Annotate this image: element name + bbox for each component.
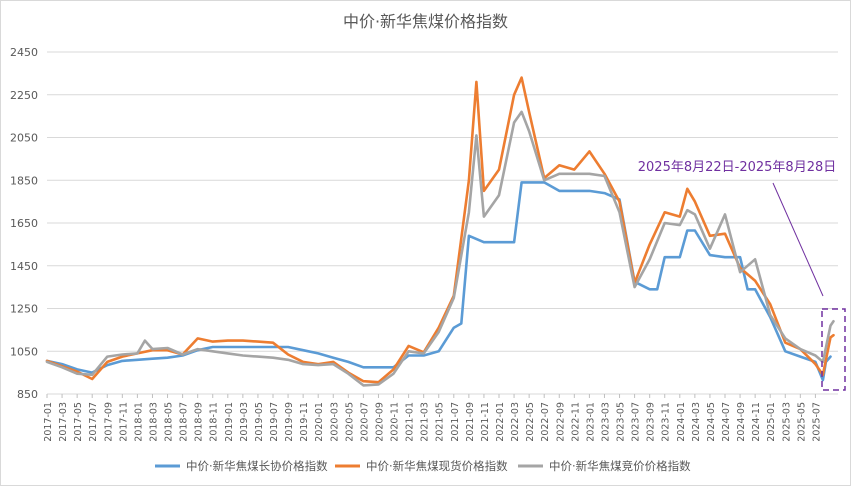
x-tick-label: 2019-07 [269,402,280,442]
chart-title: 中价·新华焦煤价格指数 [343,12,508,31]
x-tick-label: 2018-11 [209,402,220,442]
x-tick-label: 2021-09 [465,402,476,442]
x-tick-label: 2023-03 [600,402,611,442]
y-tick-label: 1650 [10,217,38,230]
x-tick-label: 2018-07 [179,402,190,442]
annotation-pointer [772,182,824,297]
legend-label: 中价·新华焦煤现货价格指数 [366,459,508,473]
x-tick-label: 2019-11 [299,402,310,442]
x-tick-label: 2017-05 [73,402,84,442]
x-tick-label: 2022-03 [510,402,521,442]
x-tick-label: 2017-11 [118,402,129,442]
x-tick-label: 2024-07 [721,402,732,442]
y-tick-label: 1450 [10,260,38,273]
x-tick-label: 2019-05 [254,402,265,442]
x-tick-label: 2017-03 [58,402,69,442]
y-tick-label: 2450 [10,46,38,59]
x-tick-label: 2024-11 [751,402,762,442]
x-tick-label: 2025-07 [811,402,822,442]
highlight-box [821,308,846,391]
x-tick-label: 2021-11 [480,402,491,442]
x-tick-label: 2020-09 [374,402,385,442]
x-tick-label: 2023-01 [585,402,596,442]
x-tick-label: 2022-07 [540,402,551,442]
x-tick-label: 2018-03 [148,402,159,442]
y-axis: 850 1050 1250 1450 1650 1850 2050 2250 2450 [10,46,38,401]
x-tick-label: 2020-01 [314,402,325,442]
x-tick-label: 2017-07 [88,402,99,442]
y-tick-label: 2250 [10,89,38,102]
y-tick-label: 1250 [10,303,38,316]
series-line-2 [45,76,835,384]
x-tick-label: 2023-09 [646,402,657,442]
x-tick-label: 2018-01 [133,402,144,442]
x-tick-label: 2025-03 [781,402,792,442]
annotation-group: 2025年8月22日-2025年8月28日 [638,160,846,391]
y-tick-label: 1850 [10,174,38,187]
x-tick-label: 2022-11 [570,402,581,442]
x-tick-label: 2020-03 [329,402,340,442]
x-tick-label: 2019-09 [284,402,295,442]
gridlines [47,51,838,395]
x-tick-label: 2019-03 [239,402,250,442]
y-tick-label: 2050 [10,132,38,145]
x-tick-label: 2024-01 [676,402,687,442]
x-tick-label: 2017-09 [103,402,114,442]
x-tick-label: 2018-05 [164,402,175,442]
legend-label: 中价·新华焦煤竞价价格指数 [549,459,691,473]
x-tick-label: 2024-09 [736,402,747,442]
x-tick-label: 2025-01 [766,402,777,442]
x-tick-label: 2022-09 [555,402,566,442]
legend-label: 中价·新华焦煤长协价格指数 [186,459,328,473]
series-lines [45,76,835,387]
legend: 中价·新华焦煤长协价格指数 中价·新华焦煤现货价格指数 中价·新华焦煤竞价价格指数 [155,459,691,473]
x-tick-label: 2025-05 [796,402,807,442]
x-tick-label: 2022-05 [525,402,536,442]
x-tick-label: 2019-01 [224,402,235,442]
x-tick-label: 2022-01 [495,402,506,442]
date-range-annotation: 2025年8月22日-2025年8月28日 [638,160,837,175]
x-tick-label: 2024-05 [706,402,717,442]
x-axis: 2017-01 2017-03 2017-05 2017-07 2017-09 2017-… [43,394,822,442]
x-tick-label: 2024-03 [691,402,702,442]
x-tick-label: 2023-11 [661,402,672,442]
y-tick-label: 850 [17,388,38,401]
x-tick-label: 2021-07 [450,402,461,442]
y-tick-label: 1050 [10,345,38,358]
x-tick-label: 2018-09 [194,402,205,442]
x-tick-label: 2020-07 [359,402,370,442]
x-tick-label: 2020-05 [344,402,355,442]
x-tick-label: 2020-11 [390,402,401,442]
x-tick-label: 2023-05 [616,402,627,442]
x-tick-label: 2017-01 [43,402,54,442]
series-line-3 [45,110,835,387]
x-tick-label: 2021-01 [405,402,416,442]
x-tick-label: 2023-07 [631,402,642,442]
x-tick-label: 2021-03 [420,402,431,442]
x-tick-label: 2021-05 [435,402,446,442]
